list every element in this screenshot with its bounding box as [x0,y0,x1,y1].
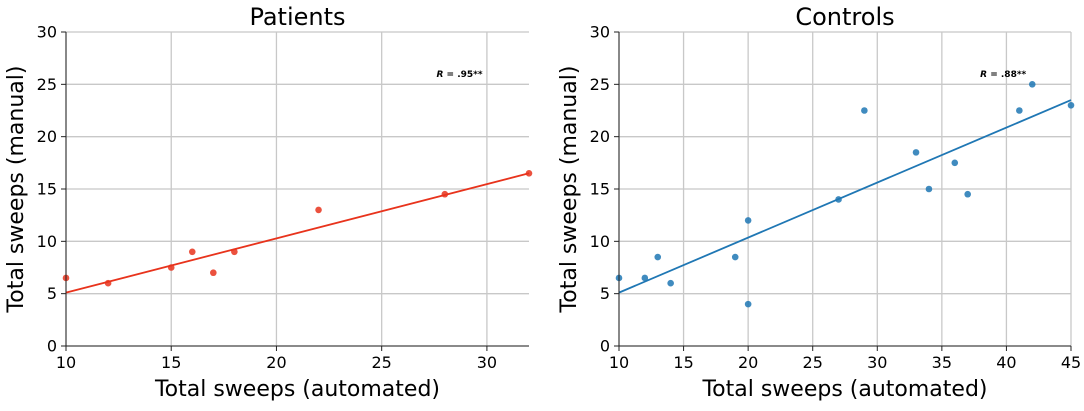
data-point [1016,107,1023,114]
y-tick-label: 30 [590,23,610,42]
data-point [441,190,449,198]
y-tick-label: 0 [600,337,610,356]
y-tick-label: 15 [37,180,57,199]
y-tick-label: 5 [47,284,57,303]
y-tick-label: 0 [47,337,57,356]
y-tick-label: 5 [600,284,610,303]
correlation-annotation: R = .95** [436,70,482,80]
x-tick-label: 30 [477,353,497,372]
data-point [835,196,842,203]
data-point [744,300,752,308]
data-point [744,217,752,224]
data-point [315,206,322,214]
data-point [964,190,971,198]
data-point [641,274,649,282]
chart-panel-2: 10 15 20 25 30 35 40 45 0 5 10 15 20 25 30 Controls Tota… [557,3,1081,402]
x-tick-label: 25 [803,353,823,372]
y-tick-label: 10 [590,232,610,251]
chart-title: Patients [249,3,345,31]
chart-panel-1: 10 15 20 25 30 0 5 10 15 20 25 30 Patients Total swee… [4,3,533,402]
correlation-annotation: R = .88** [980,70,1026,80]
data-point [210,269,217,277]
x-axis-label: Total sweeps (automated) [701,377,987,402]
x-tick-label: 10 [609,353,629,372]
y-axis-label: Total sweeps (manual) [4,66,29,314]
data-point [188,248,196,256]
x-axis-label: Total sweeps (automated) [154,377,440,402]
y-tick-label: 10 [37,232,57,251]
x-tick-label: 20 [266,353,286,372]
data-point [667,279,674,287]
data-point [525,170,533,177]
data-point [912,149,920,156]
data-point [951,159,959,167]
regression-line [618,99,1072,294]
x-tick-label: 30 [867,353,887,372]
chart-title: Controls [795,3,894,31]
data-point [167,264,175,271]
data-point [1028,81,1036,88]
data-point [731,253,739,261]
x-tick-label: 35 [932,353,952,372]
x-tick-label: 45 [1061,353,1081,372]
regression-line [65,172,530,294]
data-point [231,248,238,256]
data-point [861,107,868,114]
x-tick-label: 10 [56,353,76,372]
y-tick-label: 20 [590,127,610,146]
y-axis-label: Total sweeps (manual) [557,66,582,314]
y-tick-label: 20 [37,127,57,146]
x-tick-label: 25 [372,353,392,372]
data-point [925,185,933,193]
y-tick-label: 30 [37,23,57,42]
data-point [654,253,662,261]
y-tick-label: 15 [590,180,610,199]
y-tick-label: 25 [37,75,57,94]
x-tick-label: 15 [161,353,181,372]
x-tick-label: 20 [738,353,758,372]
data-point [104,279,112,287]
y-tick-label: 25 [590,75,610,94]
x-tick-label: 15 [673,353,693,372]
data-point [1067,101,1075,109]
x-tick-label: 40 [996,353,1016,372]
